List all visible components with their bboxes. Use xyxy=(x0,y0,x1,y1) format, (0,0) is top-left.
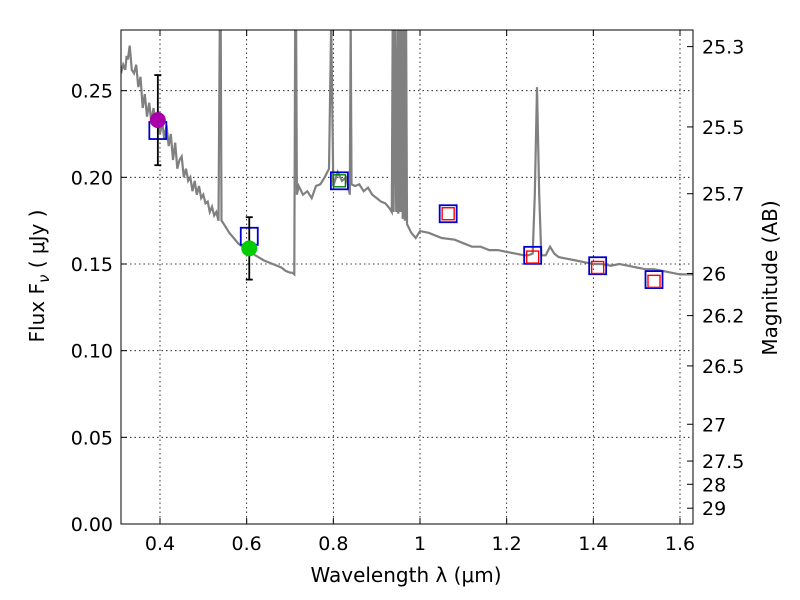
mag-tick-label: 25.3 xyxy=(702,37,744,59)
x-tick-label: 0.6 xyxy=(232,533,262,555)
mag-tick-label: 28 xyxy=(702,474,726,496)
x-tick-label: 1.6 xyxy=(665,533,695,555)
y-tick-label: 0.10 xyxy=(71,341,113,363)
y-axis-title-sub: ν xyxy=(35,275,53,283)
model-square-point xyxy=(588,256,608,276)
mag-tick-label: 26 xyxy=(702,263,726,285)
mag-tick-label: 27 xyxy=(702,414,726,436)
mag-tick-label: 25.7 xyxy=(702,184,744,206)
sed-line xyxy=(121,30,693,277)
sed-layer xyxy=(121,30,693,277)
x-tick-label: 1.4 xyxy=(578,533,608,555)
y-tick-label: 0.00 xyxy=(71,514,113,536)
observed-square-point xyxy=(525,250,540,264)
y-tick-label: 0.15 xyxy=(71,254,113,276)
model-square-point xyxy=(438,204,458,224)
measured-circle-point xyxy=(149,112,166,129)
y-axis-title: Flux Fν ( μJy ) xyxy=(25,210,53,343)
x-axis-title: Wavelength λ (μm) xyxy=(310,563,501,587)
mag-tick-label: 29 xyxy=(702,498,726,520)
plot-frame xyxy=(120,29,694,525)
x-tick-label: 1.2 xyxy=(492,533,522,555)
ticks-layer: 0.4 0.6 0.8 1 1.2 1.4 1.6 0.00 0.05 0.10 0.15 0.20 0… xyxy=(71,30,744,555)
model-square-point xyxy=(329,171,349,191)
mag-tick-label: 25.5 xyxy=(702,117,744,139)
observed-square-point xyxy=(441,207,455,221)
y2-axis-title: Magnitude (AB) xyxy=(758,200,782,355)
y-tick-label: 0.25 xyxy=(71,81,113,103)
model-square-point xyxy=(644,270,664,290)
mag-tick-label: 26.2 xyxy=(702,306,744,328)
observed-square-point xyxy=(590,260,605,275)
mag-tick-label: 26.5 xyxy=(702,356,744,378)
y-axis-title-unit: ( μJy ) xyxy=(25,210,49,275)
x-tick-label: 0.4 xyxy=(145,533,175,555)
x-tick-label: 0.8 xyxy=(318,533,348,555)
x-tick-label: 1 xyxy=(414,533,426,555)
points-layer xyxy=(148,74,664,290)
observed-square-point xyxy=(647,274,661,289)
model-square-point xyxy=(523,245,543,265)
mag-tick-label: 27.5 xyxy=(702,451,744,473)
y-tick-label: 0.05 xyxy=(71,427,113,449)
measured-circle-point xyxy=(241,240,258,257)
y-axis-title-main: Flux F xyxy=(25,283,49,342)
y-tick-label: 0.20 xyxy=(71,167,113,189)
observed-square-point xyxy=(332,174,347,188)
